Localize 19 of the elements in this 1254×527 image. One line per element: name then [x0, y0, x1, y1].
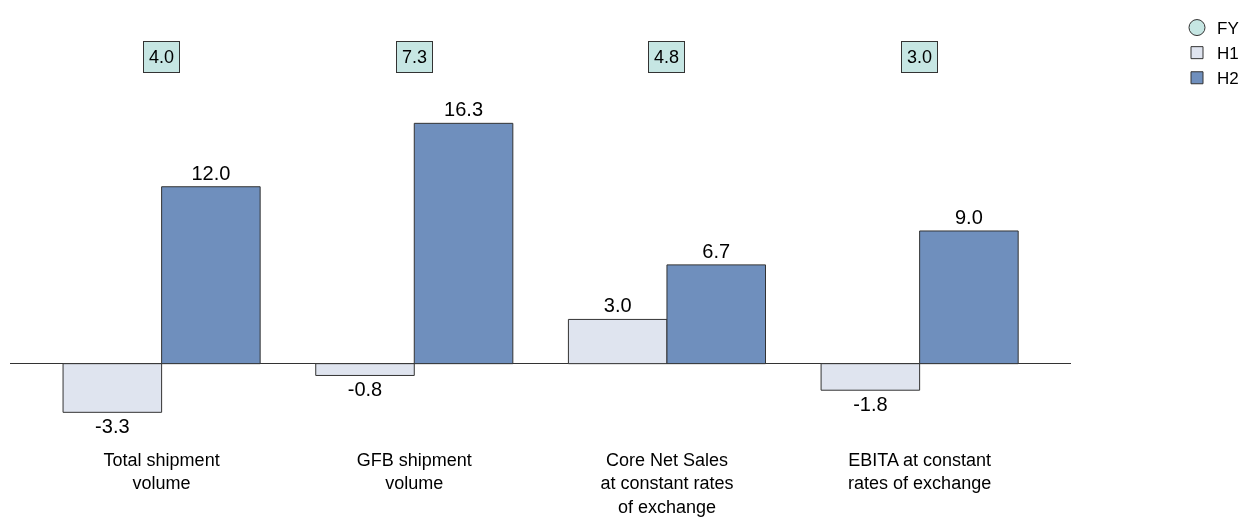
legend-label: H2: [1217, 69, 1239, 89]
legend-label: H1: [1217, 44, 1239, 64]
data-label: 3.0: [603, 294, 632, 317]
data-label: 16.3: [444, 98, 484, 121]
x-tick-label: Core Net Sales at constant rates of exchange: [600, 450, 734, 517]
text: 3.0: [907, 47, 933, 67]
data-label: 6.7: [702, 239, 731, 262]
text: 7.3: [402, 47, 428, 67]
data-label: -0.8: [347, 378, 383, 401]
x-tick-label: EBITA at constant rates of exchange: [848, 450, 992, 494]
text: 4.8: [654, 47, 680, 67]
data-label: 9.0: [955, 205, 983, 228]
data-label: 12.0: [191, 161, 231, 184]
text: 4.0: [149, 47, 175, 67]
x-tick-label: Total shipment volume: [103, 450, 220, 494]
x-tick-label: GFB shipment volume: [356, 450, 472, 494]
data-label: -3.3: [95, 415, 130, 438]
legend-label: FY: [1217, 19, 1239, 39]
data-label: -1.8: [853, 393, 888, 416]
